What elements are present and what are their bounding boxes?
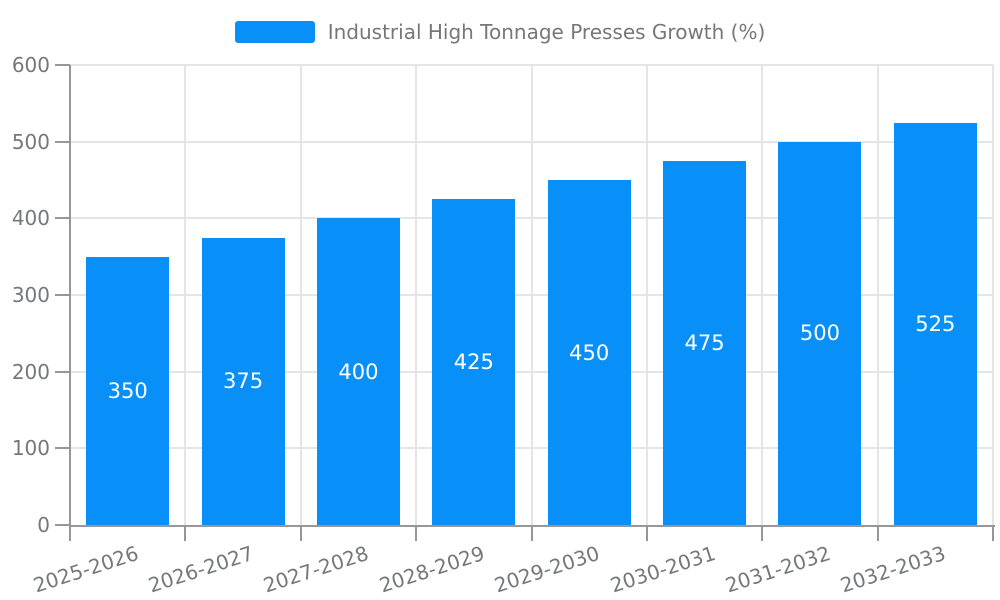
chart-legend[interactable]: Industrial High Tonnage Presses Growth (… <box>0 20 1000 44</box>
bar[interactable] <box>201 237 285 525</box>
legend-label: Industrial High Tonnage Presses Growth (… <box>327 20 766 44</box>
bar-value-label: 400 <box>338 359 379 384</box>
bar[interactable] <box>316 218 400 525</box>
x-axis-tick <box>992 525 994 541</box>
x-axis-tick <box>876 525 879 541</box>
bar-value-label: 525 <box>915 311 956 336</box>
x-gridline <box>530 65 533 525</box>
x-gridline <box>761 65 764 525</box>
y-axis-tick <box>55 370 70 373</box>
y-axis-tick-label: 500 <box>11 129 50 154</box>
x-axis-tick <box>761 525 764 541</box>
y-axis-tick <box>55 217 70 220</box>
bar-value-label: 475 <box>684 330 725 355</box>
x-axis-tick <box>415 525 418 541</box>
y-axis-tick-label: 0 <box>37 513 50 537</box>
y-axis-tick-label: 400 <box>11 206 50 231</box>
x-gridline <box>876 65 879 525</box>
legend-swatch <box>234 21 315 43</box>
y-axis-tick <box>55 140 70 143</box>
bar-value-label: 350 <box>107 378 148 403</box>
x-gridline <box>992 65 994 525</box>
y-axis-line <box>69 65 71 527</box>
y-axis-tick-label: 200 <box>11 359 50 384</box>
y-axis-tick <box>55 294 70 296</box>
y-axis-tick-label: 300 <box>11 283 50 307</box>
bar[interactable] <box>663 160 747 525</box>
bar[interactable] <box>778 141 862 525</box>
x-axis-tick <box>299 525 302 541</box>
x-axis-tick <box>645 525 648 541</box>
x-axis-line <box>69 525 995 527</box>
bar[interactable] <box>86 256 170 525</box>
x-gridline <box>645 65 648 525</box>
bar-value-label: 450 <box>569 340 610 365</box>
bar-value-label: 375 <box>223 369 264 394</box>
bar[interactable] <box>547 180 631 525</box>
x-gridline <box>299 65 302 525</box>
x-axis-tick <box>530 525 533 541</box>
bar[interactable] <box>893 122 977 525</box>
y-axis-tick <box>55 447 70 450</box>
y-axis-tick-label: 600 <box>11 53 50 77</box>
y-axis-tick <box>55 524 70 526</box>
y-axis-tick <box>55 64 70 66</box>
bar-value-label: 500 <box>799 321 840 346</box>
x-gridline <box>415 65 418 525</box>
x-axis-tick <box>184 525 187 541</box>
bar[interactable] <box>432 199 516 525</box>
y-axis-tick-label: 100 <box>11 436 50 461</box>
x-gridline <box>184 65 187 525</box>
x-axis-tick <box>69 525 71 541</box>
bar-value-label: 425 <box>453 350 494 375</box>
